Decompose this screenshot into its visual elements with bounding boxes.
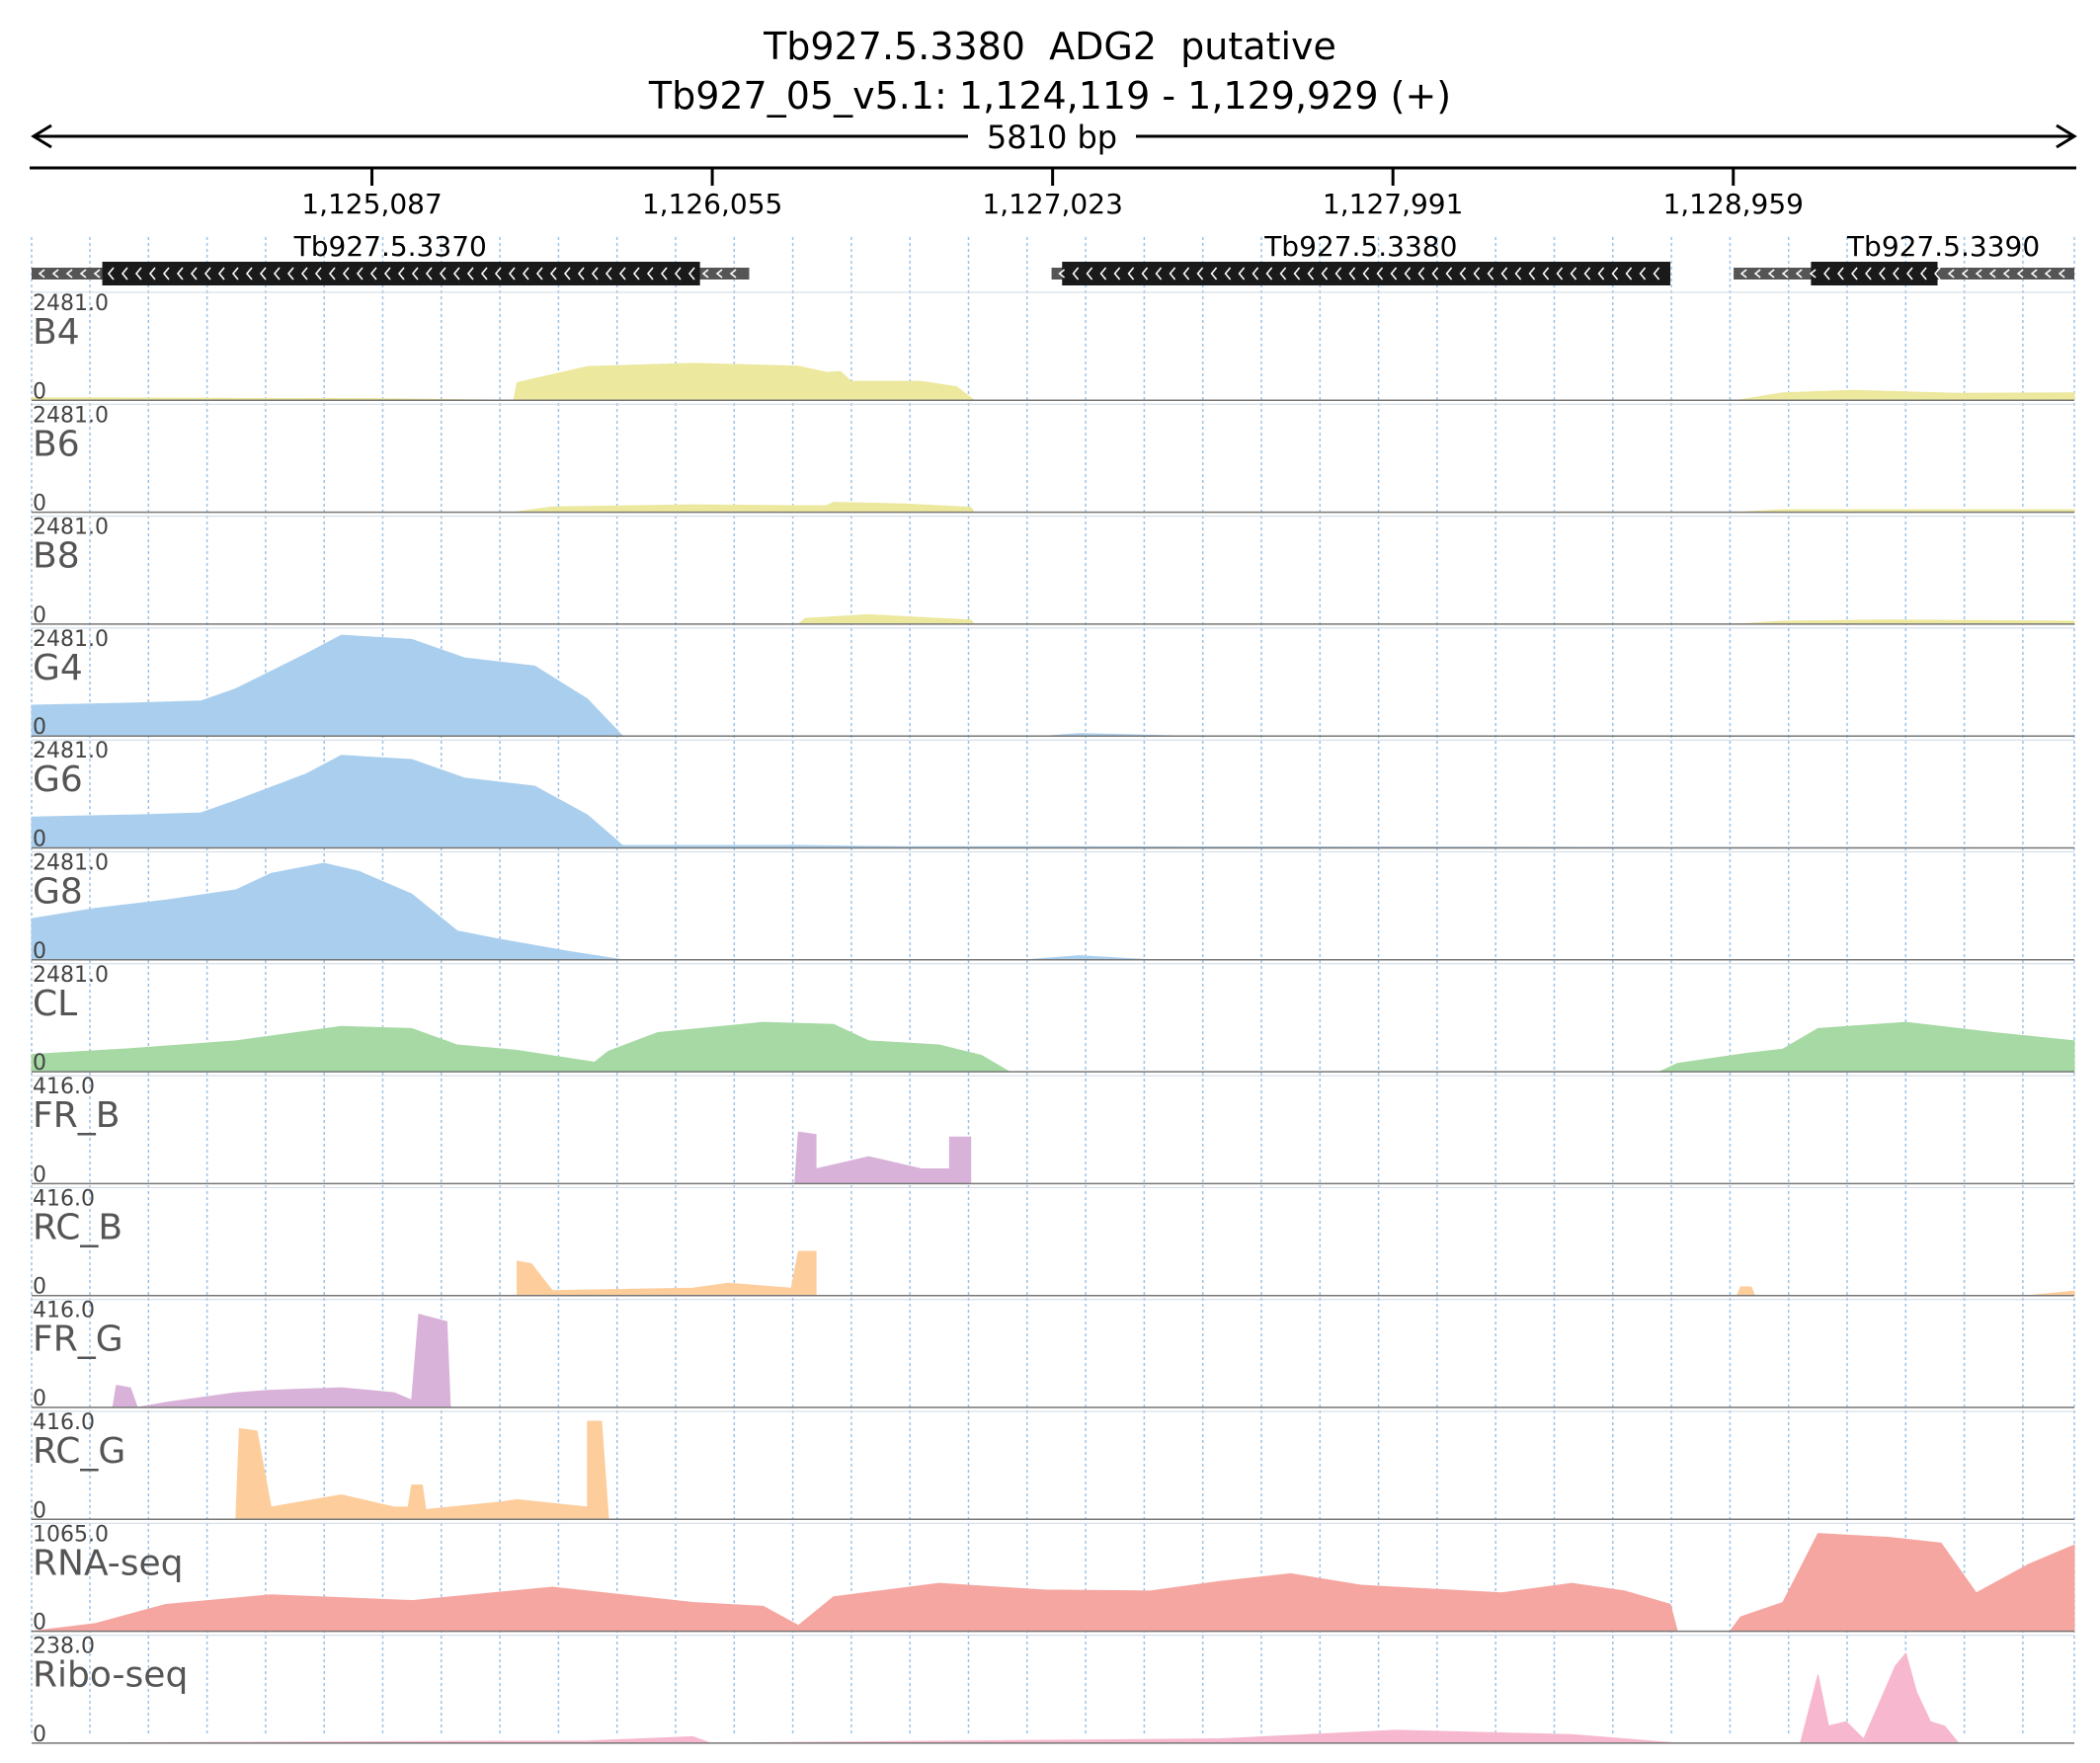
gene-cds bbox=[1811, 262, 1938, 285]
track-rc_g: 416.0RC_G 0 bbox=[32, 1410, 2074, 1523]
track-min-label: 0 bbox=[33, 828, 46, 852]
span-arrow: 5810 bp bbox=[31, 119, 2077, 156]
gene-cds bbox=[1062, 262, 1671, 285]
track-min-label: 0 bbox=[33, 1498, 46, 1523]
track-g6: 2481.0G6 0 bbox=[31, 739, 2075, 852]
track-min-label: 0 bbox=[33, 1051, 46, 1076]
coverage-area bbox=[794, 1131, 972, 1184]
track-min-label: 0 bbox=[33, 1723, 46, 1747]
track-min-label: 0 bbox=[33, 492, 46, 517]
track-max-label: 2481.0 bbox=[33, 627, 109, 652]
track-max-label: 2481.0 bbox=[33, 739, 109, 763]
track-name: CL bbox=[33, 984, 77, 1024]
chart-title: Tb927.5.3380 ADG2 putative Tb927_05_v5.1… bbox=[0, 22, 2100, 120]
x-tick-label: 1,125,087 bbox=[301, 188, 443, 220]
track-max-label: 2481.0 bbox=[33, 851, 109, 876]
track-name: B4 bbox=[33, 312, 80, 353]
track-b6: 2481.0B6 0 bbox=[32, 403, 2075, 517]
track-name: Ribo-seq bbox=[33, 1655, 188, 1696]
track-b4: 2481.0B4 0 bbox=[31, 291, 2075, 404]
track-g4: 2481.0G4 0 bbox=[31, 627, 2074, 740]
coverage-area bbox=[517, 1250, 2075, 1297]
gene-label: Tb927.5.3370 bbox=[293, 230, 487, 263]
track-max-label: 416.0 bbox=[33, 1186, 95, 1211]
coordinate-ruler: 1,125,087 1,126,055 1,127,023 1,127,991 1,12… bbox=[30, 166, 2076, 220]
coverage-area bbox=[112, 1314, 451, 1408]
track-max-label: 416.0 bbox=[33, 1299, 95, 1323]
strand-arrows bbox=[1739, 267, 2065, 280]
track-max-label: 238.0 bbox=[33, 1635, 95, 1659]
coverage-area bbox=[31, 755, 2075, 848]
gene-label: Tb927.5.3390 bbox=[1846, 230, 2040, 263]
track-min-label: 0 bbox=[33, 1162, 46, 1187]
x-tick-label: 1,127,023 bbox=[982, 188, 1123, 220]
track-name: FR_B bbox=[33, 1095, 120, 1136]
track-max-label: 2481.0 bbox=[33, 963, 109, 988]
gene-cds bbox=[102, 262, 700, 285]
track-max-label: 2481.0 bbox=[33, 403, 109, 428]
track-min-label: 0 bbox=[33, 603, 46, 628]
track-max-label: 1065.0 bbox=[33, 1522, 109, 1547]
track-name: RNA-seq bbox=[33, 1543, 184, 1583]
track-name: FR_G bbox=[33, 1320, 123, 1360]
track-max-label: 2481.0 bbox=[33, 291, 109, 316]
track-name: G8 bbox=[33, 872, 83, 913]
track-max-label: 416.0 bbox=[33, 1410, 95, 1435]
track-name: RC_B bbox=[33, 1207, 122, 1247]
track-g8: 2481.0G8 0 bbox=[31, 851, 2074, 964]
coverage-area bbox=[31, 1021, 2075, 1073]
track-b8: 2481.0B8 0 bbox=[32, 516, 2075, 628]
track-max-label: 416.0 bbox=[33, 1075, 95, 1099]
track-name: B8 bbox=[33, 536, 80, 577]
track-min-label: 0 bbox=[33, 939, 46, 964]
coverage-area bbox=[31, 862, 2074, 961]
track-name: G6 bbox=[33, 760, 83, 800]
track-fr_g: 416.0FR_G 0 bbox=[32, 1299, 2074, 1411]
x-tick-label: 1,126,055 bbox=[642, 188, 783, 220]
coverage-area bbox=[513, 502, 2075, 514]
track-min-label: 0 bbox=[33, 1387, 46, 1411]
track-min-label: 0 bbox=[33, 1275, 46, 1300]
x-tick-label: 1,127,991 bbox=[1323, 188, 1464, 220]
track-name: G4 bbox=[33, 648, 83, 688]
track-min-label: 0 bbox=[33, 1611, 46, 1636]
coverage-area bbox=[235, 1420, 609, 1520]
title-line-2: Tb927_05_v5.1: 1,124,119 - 1,129,929 (+) bbox=[648, 74, 1452, 118]
coverage-tracks: 2481.0B402481.0B602481.0B802481.0G402481… bbox=[31, 291, 2075, 1747]
track-name: RC_G bbox=[33, 1431, 125, 1472]
x-tick-label: 1,128,959 bbox=[1662, 188, 1804, 220]
track-min-label: 0 bbox=[33, 715, 46, 740]
strand-arrows bbox=[1058, 267, 1660, 280]
track-max-label: 2481.0 bbox=[33, 516, 109, 540]
gridlines bbox=[31, 237, 2075, 1733]
track-cl: 2481.0CL 0 bbox=[31, 963, 2075, 1076]
track-fr_b: 416.0FR_B 0 bbox=[32, 1075, 2074, 1187]
gene-label: Tb927.5.3380 bbox=[1263, 230, 1457, 263]
coverage-area bbox=[31, 634, 2074, 737]
strand-arrows bbox=[38, 267, 737, 280]
coverage-area bbox=[31, 1651, 2074, 1744]
span-label: 5810 bp bbox=[987, 119, 1117, 156]
gene-track: Tb927.5.3370 Tb927.5.3380 Tb927.5.3390 bbox=[32, 230, 2074, 285]
track-name: B6 bbox=[33, 424, 80, 464]
title-line-1: Tb927.5.3380 ADG2 putative bbox=[764, 25, 1336, 68]
coverage-area bbox=[31, 362, 2075, 401]
coverage-area bbox=[31, 1533, 2075, 1633]
track-rc_b: 416.0RC_B 0 bbox=[32, 1186, 2075, 1300]
track-min-label: 0 bbox=[33, 379, 46, 404]
